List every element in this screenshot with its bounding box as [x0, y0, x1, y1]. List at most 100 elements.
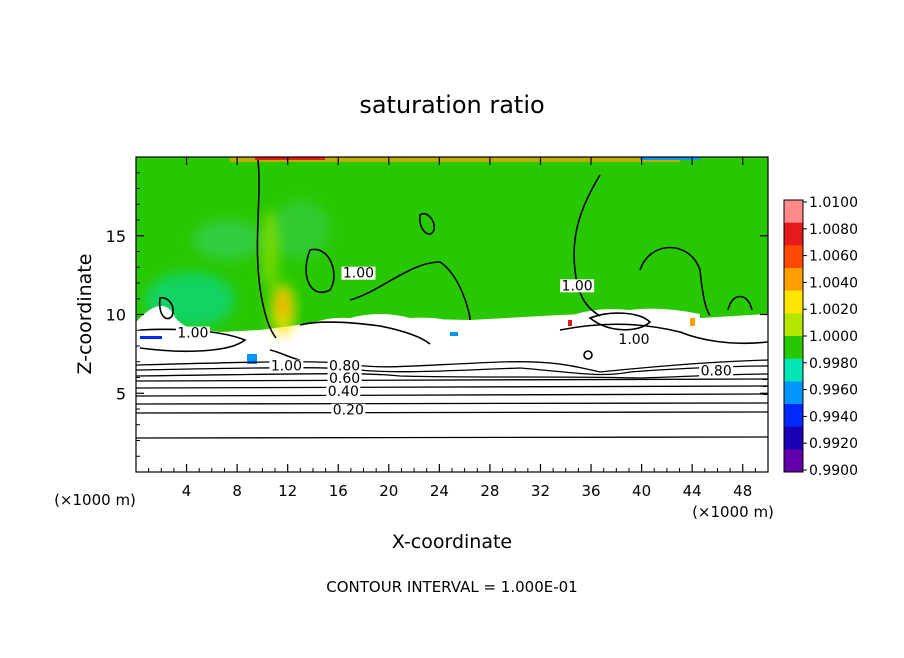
field-plume-lime [262, 210, 278, 290]
field-top-strip-blue [640, 157, 700, 160]
colorbar-swatch [784, 336, 803, 360]
colorbar-label: 0.9980 [809, 356, 858, 372]
contour-line-1-00-hill [639, 246, 711, 316]
contour-lines [139, 159, 768, 361]
colorbar-label: 1.0020 [809, 302, 858, 318]
contour-line-cloud-2 [559, 323, 768, 345]
contour-label-bg [331, 403, 366, 417]
field-plume-orange [277, 290, 289, 318]
colorbar-swatch [784, 313, 803, 337]
x-axis: 4 8 12 16 20 24 28 32 36 40 44 48 [148, 157, 756, 500]
contour-line-cloud-1 [299, 321, 431, 345]
colorbar-swatch [784, 358, 803, 382]
contour-label: 0.80 [329, 359, 360, 375]
contour-label-bg [560, 279, 595, 293]
x-tick-label: 8 [232, 482, 242, 500]
colorbar-label: 1.0040 [809, 275, 858, 291]
x-tick-label: 12 [278, 482, 297, 500]
colorbar-label: 0.9920 [809, 436, 858, 452]
colorbar-label: 1.0080 [809, 222, 858, 238]
field-top-strip-orange [230, 157, 680, 162]
y-axis-label: Z-coordinate [74, 254, 96, 375]
field-speck-navy [140, 336, 162, 339]
contour-label: 0.60 [329, 371, 360, 387]
contour-line-1-00-east [573, 174, 601, 317]
y-tick-label: 10 [106, 306, 126, 325]
contour-line-closed-1 [305, 248, 335, 293]
colorbar: 1.0100 1.0080 1.0060 1.0040 1.0020 1.0000 0.99… [783, 195, 858, 479]
colorbar-label: 1.0000 [809, 329, 858, 345]
x-tick-label: 28 [480, 482, 499, 500]
colorbar-swatch [784, 222, 803, 246]
field-speck-orange [690, 318, 695, 326]
contour-layer-4 [136, 378, 768, 382]
colorbar-swatch [784, 290, 803, 314]
chart-title: saturation ratio [359, 91, 544, 119]
contour-label-bg [617, 332, 652, 346]
field-top-strip-red [255, 157, 325, 160]
contour-label: 1.00 [177, 326, 208, 342]
colorbar-label: 0.9960 [809, 383, 858, 399]
x-tick-label: 44 [683, 482, 702, 500]
contour-line-center-wiggle [269, 349, 301, 361]
field-cloud-lump-2 [560, 308, 700, 345]
x-tick-label: 4 [182, 482, 192, 500]
x-tick-label: 40 [632, 482, 651, 500]
colorbar-swatch [784, 449, 803, 473]
contour-layer-5 [136, 385, 768, 389]
y-tick-label: 15 [106, 227, 126, 246]
x-unit-left: (×1000 m) [54, 491, 136, 509]
field-speck-blue-2 [450, 332, 458, 336]
contour-label-bg [175, 326, 210, 340]
colorbar-label: 0.9940 [809, 409, 858, 425]
contour-label: 0.80 [701, 363, 732, 379]
colorbar-swatch [784, 381, 803, 405]
contour-line-1-00-west [256, 159, 277, 339]
x-axis-label: X-coordinate [392, 531, 512, 553]
contour-label: 0.40 [328, 384, 359, 400]
contour-label: 1.00 [618, 332, 649, 348]
x-tick-label: 16 [329, 482, 348, 500]
field-speck-blue [247, 354, 257, 364]
colorbar-swatch [784, 426, 803, 450]
saturation-field: 1.001.00 0.800.600.400.201.001.001.000.80 [136, 157, 768, 472]
contour-label-bg [326, 384, 361, 398]
colorbar-swatch [784, 200, 803, 224]
contour-label-bg [341, 266, 376, 280]
contour-label-layer: 1.001.00 0.800.600.400.201.001.001.000.80 [175, 266, 734, 419]
contour-label-bg [269, 359, 304, 373]
contour-line-west-layer [139, 328, 247, 353]
contour-line-small-hill [727, 295, 753, 311]
x-tick-label: 24 [430, 482, 449, 500]
contour-label: 1.00 [562, 278, 593, 294]
contour-label: 1.00 [271, 359, 302, 375]
contour-line-cloud-3 [588, 312, 652, 331]
x-tick-label: 48 [733, 482, 752, 500]
contour-line-ring-1 [583, 350, 593, 360]
colorbar-swatch [784, 268, 803, 292]
contour-interval-note: CONTOUR INTERVAL = 1.000E-01 [326, 578, 577, 596]
field-speck-red [568, 320, 572, 326]
y-tick-label: 5 [116, 384, 126, 403]
x-tick-label: 36 [581, 482, 600, 500]
x-tick-label: 20 [379, 482, 398, 500]
colorbar-swatch [784, 404, 803, 428]
contour-layer-7 [136, 402, 768, 405]
contour-layer-6 [136, 393, 768, 397]
contour-label: 1.00 [343, 266, 374, 282]
contour-line-west-blob [158, 296, 174, 320]
contour-line-closed-2 [419, 212, 436, 235]
contour-label-bg [327, 359, 362, 373]
field-patch-cyan-upper [193, 220, 263, 260]
colorbar-label: 1.0100 [809, 195, 858, 211]
x-unit-right: (×1000 m) [692, 503, 774, 521]
contour-label-bg [699, 364, 734, 378]
y-axis: 5 10 15 [106, 172, 768, 457]
contour-label-bg [327, 372, 362, 386]
contour-label: 0.20 [333, 403, 364, 419]
colorbar-swatch [784, 245, 803, 269]
colorbar-label: 1.0060 [809, 249, 858, 265]
field-patch-cyan-mid [270, 200, 330, 260]
